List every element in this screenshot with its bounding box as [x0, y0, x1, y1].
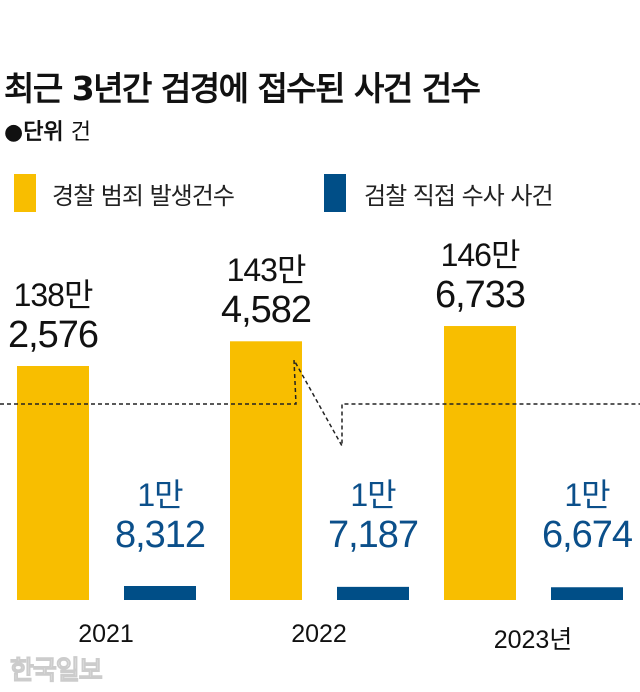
data-label-top: 146만	[440, 237, 521, 274]
unit-value: 건	[70, 120, 91, 145]
unit-note: ●단위 건	[4, 114, 91, 146]
data-label-bottom: 6,733	[434, 274, 526, 317]
data-label-top: 143만	[226, 252, 307, 289]
bar-prosecution-2	[551, 587, 623, 600]
chart-title: 최근 3년간 검경에 접수된 사건 건수	[4, 69, 481, 108]
data-label-top: 138만	[13, 277, 94, 313]
bar-prosecution-0	[124, 586, 196, 600]
legend-label-prosecution: 검찰 직접 수사 사건	[364, 182, 554, 210]
data-label-bottom: 6,674	[541, 514, 633, 556]
data-label-top: 1만	[350, 477, 396, 513]
bar-police-0	[17, 366, 89, 600]
x-tick-label: 2021	[78, 620, 134, 648]
bar-prosecution-1	[337, 586, 409, 600]
data-label-top: 1만	[137, 477, 183, 513]
bar-police-1	[230, 341, 302, 600]
bar-police-2	[444, 326, 516, 600]
watermark-logo: 한국일보	[10, 656, 104, 687]
legend-label-police: 경찰 범죄 발생건수	[52, 182, 235, 210]
x-tick-label: 2023년	[493, 626, 573, 654]
data-label-bottom: 2,576	[7, 314, 99, 356]
data-label-bottom: 7,187	[327, 514, 419, 556]
legend-swatch-police	[14, 174, 36, 212]
x-tick-label: 2022	[291, 620, 347, 648]
axis-break-line	[0, 359, 640, 449]
unit-label: ●단위	[4, 120, 64, 145]
data-label-bottom: 4,582	[220, 289, 312, 332]
data-label-bottom: 8,312	[114, 514, 206, 556]
legend-swatch-prosecution	[324, 174, 346, 212]
data-label-top: 1만	[564, 477, 610, 513]
